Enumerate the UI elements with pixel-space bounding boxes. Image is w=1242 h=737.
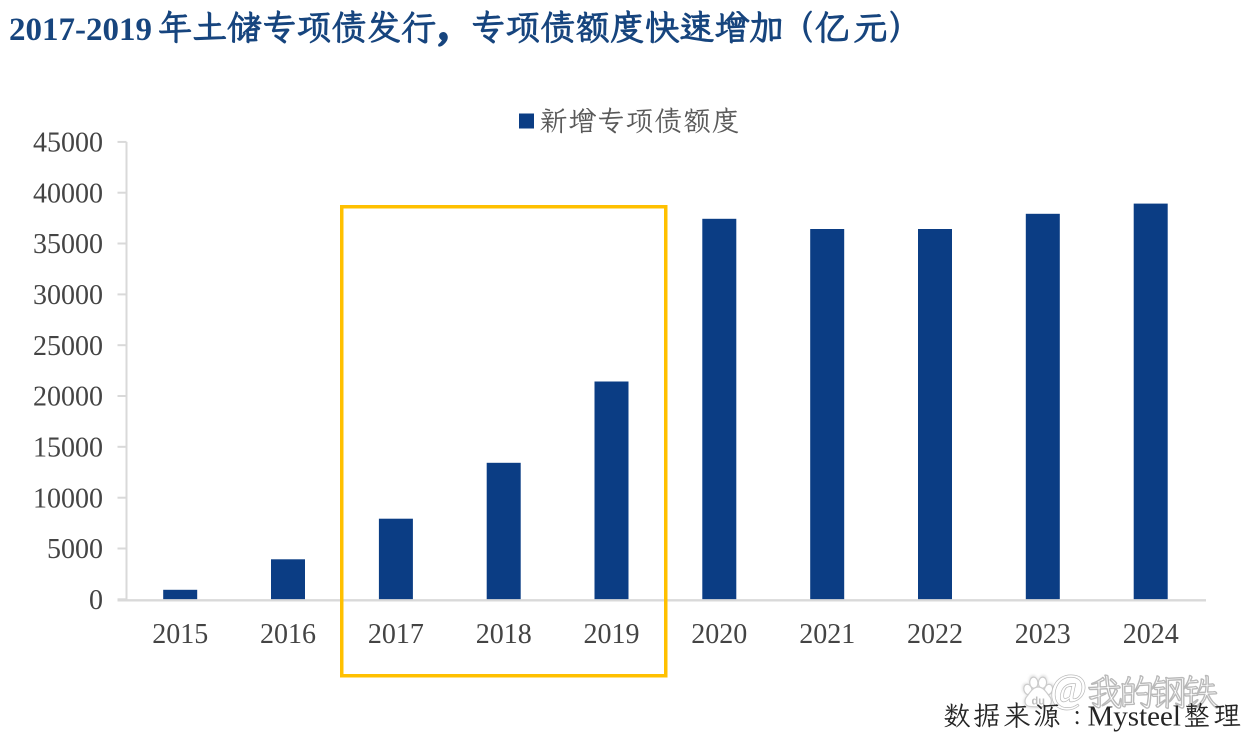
svg-text:5000: 5000 bbox=[47, 534, 103, 565]
svg-text:10000: 10000 bbox=[33, 483, 103, 514]
svg-text:2021: 2021 bbox=[799, 619, 855, 650]
svg-text:15000: 15000 bbox=[33, 432, 103, 463]
svg-text:2022: 2022 bbox=[907, 619, 963, 650]
svg-text:45000: 45000 bbox=[33, 128, 103, 159]
svg-text:2017: 2017 bbox=[368, 619, 424, 650]
svg-text:Mysteel: Mysteel bbox=[1088, 701, 1181, 733]
svg-text:2020: 2020 bbox=[691, 619, 747, 650]
svg-text:2023: 2023 bbox=[1015, 619, 1071, 650]
svg-text:2018: 2018 bbox=[476, 619, 532, 650]
svg-text:20000: 20000 bbox=[33, 382, 103, 413]
svg-text:30000: 30000 bbox=[33, 280, 103, 311]
svg-text:2016: 2016 bbox=[260, 619, 316, 650]
svg-text:2019: 2019 bbox=[584, 619, 640, 650]
svg-text:2017-2019: 2017-2019 bbox=[9, 12, 152, 48]
svg-text:2024: 2024 bbox=[1123, 619, 1179, 650]
svg-text:du: du bbox=[1031, 696, 1044, 708]
svg-text:40000: 40000 bbox=[33, 178, 103, 209]
svg-text:25000: 25000 bbox=[33, 331, 103, 362]
svg-text:@: @ bbox=[1050, 666, 1087, 711]
svg-text:35000: 35000 bbox=[33, 229, 103, 260]
svg-text:2015: 2015 bbox=[152, 619, 208, 650]
svg-text:0: 0 bbox=[89, 585, 103, 616]
